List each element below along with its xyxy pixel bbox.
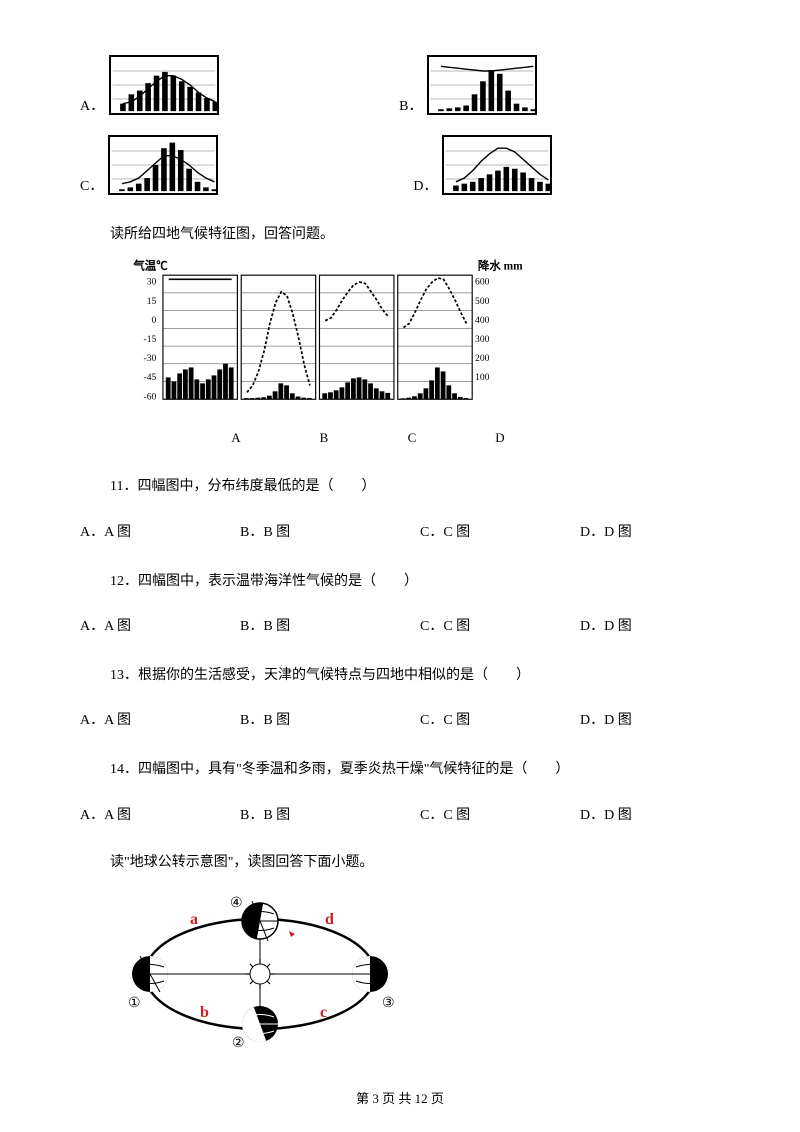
mini-chart-c <box>108 135 218 195</box>
option-label-c: C． <box>80 175 103 195</box>
option-label-d: D． <box>413 175 437 195</box>
svg-text:③: ③ <box>382 996 395 1011</box>
question-12: 12．四幅图中，表示温带海洋性气候的是（ ） <box>110 571 720 593</box>
q13-opt-b[interactable]: B．B 图 <box>240 709 420 729</box>
q14-opt-b[interactable]: B．B 图 <box>240 804 420 824</box>
q14-options: A．A 图 B．B 图 C．C 图 D．D 图 <box>80 804 720 824</box>
q11-options: A．A 图 B．B 图 C．C 图 D．D 图 <box>80 521 720 541</box>
option-label-a: A． <box>80 95 104 115</box>
q13-opt-d[interactable]: D．D 图 <box>580 709 632 729</box>
svg-text:-15: -15 <box>144 334 157 345</box>
panel-label: D <box>456 430 544 446</box>
option-label-b: B． <box>399 95 422 115</box>
question-14: 14．四幅图中，具有"冬季温和多雨，夏季炎热干燥"气候特征的是（ ） <box>110 759 720 781</box>
q11-opt-a[interactable]: A．A 图 <box>80 521 240 541</box>
intro-text-2: 读"地球公转示意图"，读图回答下面小题。 <box>110 852 720 874</box>
svg-text:-60: -60 <box>144 391 157 402</box>
svg-text:400: 400 <box>475 315 490 326</box>
svg-text:100: 100 <box>475 372 490 383</box>
q12-opt-b[interactable]: B．B 图 <box>240 615 420 635</box>
svg-text:b: b <box>200 1004 209 1021</box>
climate-chart: 气温℃ 降水 mm 30 15 0 -15 -30 -45 -60 600 500 400 300… <box>120 258 540 420</box>
svg-text:a: a <box>190 911 198 928</box>
q13-opt-c[interactable]: C．C 图 <box>420 709 580 729</box>
ylabel-left: 气温℃ <box>132 258 168 272</box>
q12-opt-a[interactable]: A．A 图 <box>80 615 240 635</box>
q12-opt-c[interactable]: C．C 图 <box>420 615 580 635</box>
q14-opt-c[interactable]: C．C 图 <box>420 804 580 824</box>
mini-chart-a <box>109 55 219 115</box>
mini-chart-row-2: C． D． <box>80 135 720 195</box>
orbit-diagram: a b c d ① ② ③ ④ <box>120 889 400 1054</box>
q12-options: A．A 图 B．B 图 C．C 图 D．D 图 <box>80 615 720 635</box>
svg-text:d: d <box>325 911 334 928</box>
svg-text:15: 15 <box>147 296 157 307</box>
q13-options: A．A 图 B．B 图 C．C 图 D．D 图 <box>80 709 720 729</box>
panel-label: B <box>280 430 368 446</box>
q11-opt-b[interactable]: B．B 图 <box>240 521 420 541</box>
question-11: 11．四幅图中，分布纬度最低的是（ ） <box>110 476 720 498</box>
svg-text:300: 300 <box>475 334 490 345</box>
panel-label: A <box>192 430 280 446</box>
panel-label: C <box>368 430 456 446</box>
q11-opt-c[interactable]: C．C 图 <box>420 521 580 541</box>
q13-opt-a[interactable]: A．A 图 <box>80 709 240 729</box>
mini-chart-d <box>442 135 552 195</box>
q11-opt-d[interactable]: D．D 图 <box>580 521 632 541</box>
svg-text:200: 200 <box>475 353 490 364</box>
svg-text:30: 30 <box>147 277 157 288</box>
svg-text:500: 500 <box>475 296 490 307</box>
q14-opt-d[interactable]: D．D 图 <box>580 804 632 824</box>
mini-chart-row-1: A． B． <box>80 55 720 115</box>
intro-text-1: 读所给四地气候特征图，回答问题。 <box>110 223 720 243</box>
q14-opt-a[interactable]: A．A 图 <box>80 804 240 824</box>
svg-text:②: ② <box>232 1036 245 1049</box>
svg-text:-45: -45 <box>144 372 157 383</box>
svg-text:④: ④ <box>230 896 243 911</box>
climate-chart-labels: A B C D <box>120 430 720 446</box>
mini-chart-b <box>427 55 537 115</box>
question-13: 13．根据你的生活感受，天津的气候特点与四地中相似的是（ ） <box>110 665 720 687</box>
svg-text:600: 600 <box>475 277 490 288</box>
svg-text:①: ① <box>128 996 141 1011</box>
ylabel-right: 降水 mm <box>478 258 523 272</box>
q12-opt-d[interactable]: D．D 图 <box>580 615 632 635</box>
page-footer: 第 3 页 共 12 页 <box>0 1088 800 1107</box>
svg-text:c: c <box>320 1004 327 1021</box>
svg-text:-30: -30 <box>144 353 157 364</box>
svg-text:0: 0 <box>152 315 157 326</box>
